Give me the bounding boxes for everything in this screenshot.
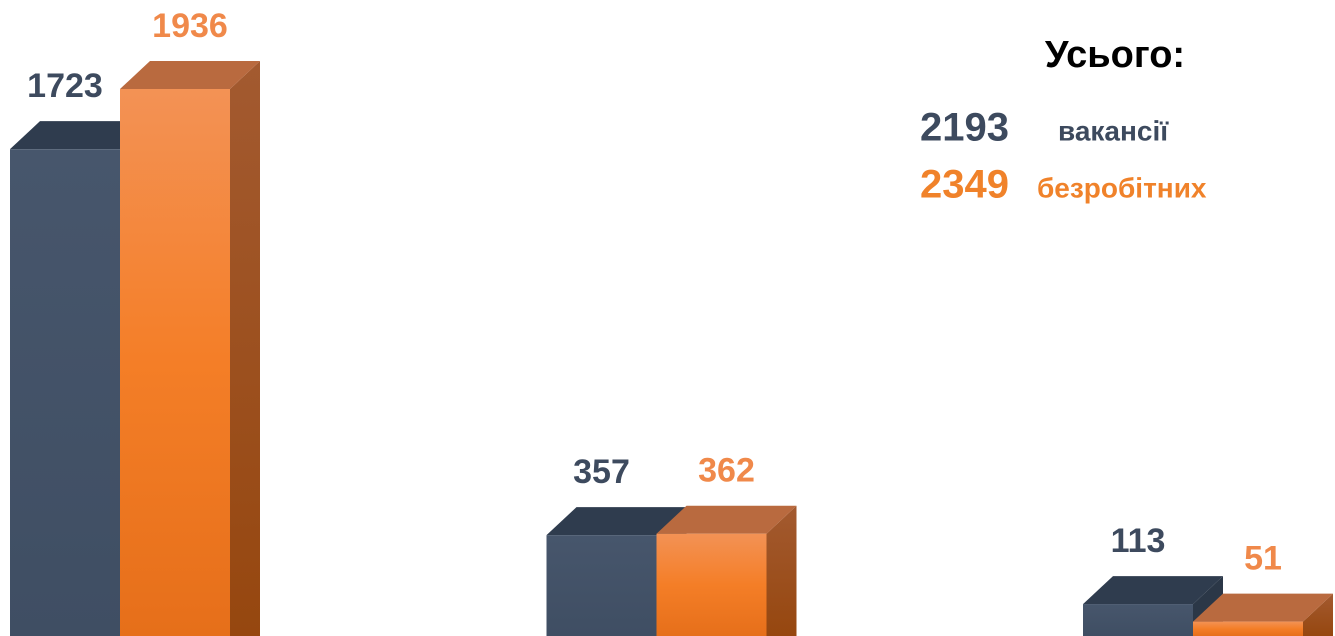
total-title: Усього:	[1045, 34, 1185, 76]
bar	[546, 535, 657, 636]
bar-top	[10, 121, 150, 150]
bar-top	[1193, 593, 1333, 622]
bar	[120, 89, 230, 636]
bar-side	[766, 505, 797, 636]
data-label: 357	[573, 453, 630, 491]
bar	[656, 533, 767, 636]
data-label: 362	[698, 452, 755, 490]
bar-top	[656, 505, 797, 534]
total-value: 2193	[920, 106, 1009, 150]
bar-side	[230, 61, 260, 636]
data-label: 113	[1111, 522, 1166, 560]
bar-top	[120, 61, 260, 89]
total-value: 2349	[920, 163, 1009, 207]
total-label: вакансії	[1058, 115, 1169, 146]
total-label: безробітних	[1037, 172, 1207, 203]
data-label: 1723	[27, 67, 103, 105]
bar-side	[1303, 593, 1333, 636]
bar	[1193, 621, 1303, 636]
bar	[10, 149, 120, 636]
bar	[1083, 604, 1193, 636]
bar-top	[1083, 576, 1223, 605]
data-label: 1936	[152, 7, 228, 45]
bar-top	[546, 507, 687, 536]
data-label: 51	[1244, 540, 1282, 578]
